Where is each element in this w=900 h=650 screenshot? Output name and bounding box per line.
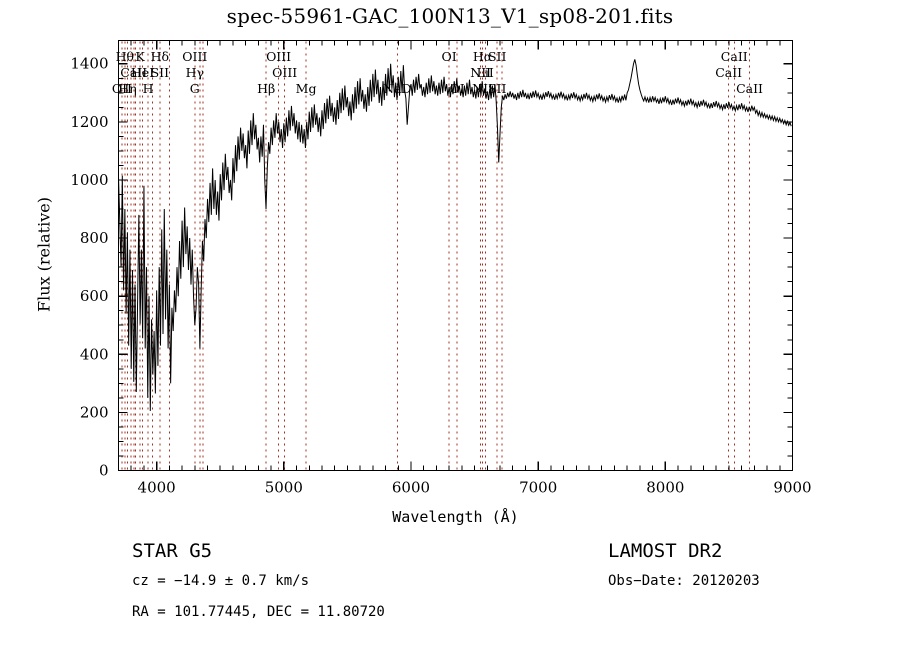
- spectral-line-label: CaII: [736, 81, 763, 96]
- spectral-line-label: CaII: [120, 65, 147, 80]
- spectral-line-label: Hδ: [151, 49, 169, 64]
- spectral-line-label: OIII: [182, 49, 207, 64]
- y-tick-label: 600: [80, 287, 109, 305]
- spectral-line-label: H: [143, 81, 154, 96]
- star-type-label: STAR G5: [132, 540, 213, 562]
- spectral-line-label: K: [135, 49, 145, 64]
- x-tick-label: 7000: [519, 479, 557, 497]
- x-tick-label: 9000: [773, 479, 811, 497]
- y-axis-title: Flux (relative): [34, 197, 54, 312]
- y-tick-label: 400: [80, 345, 109, 363]
- spectral-line-label: SII: [488, 81, 507, 96]
- spectral-line-label: OI: [442, 49, 457, 64]
- page-title: spec-55961-GAC_100N13_V1_sp08-201.fits: [226, 4, 674, 28]
- spectral-line-label: SII: [488, 49, 507, 64]
- y-tick-label: 200: [80, 403, 109, 421]
- spectral-line-label: LiI: [477, 65, 494, 80]
- spectral-line-label: NII: [472, 81, 493, 96]
- spectral-line-label: OI: [450, 81, 465, 96]
- spectral-line-label: Hγ: [186, 65, 204, 80]
- spectral-line-label: Hθ: [116, 49, 134, 64]
- spectral-line-label: OII: [112, 81, 132, 96]
- y-tick-label: 1400: [70, 55, 108, 73]
- spectral-line-label: NII: [470, 65, 491, 80]
- y-tick-label: 800: [80, 229, 109, 247]
- spectral-line-label: G: [190, 81, 200, 96]
- y-tick-label: 0: [99, 462, 109, 480]
- spectral-line-label: Mg: [296, 81, 317, 96]
- spectral-line-label: NaD: [383, 81, 411, 96]
- spectral-line-label: CaII: [715, 65, 742, 80]
- spectral-line-label: HeI: [131, 65, 154, 80]
- spectral-line-label: SII: [151, 65, 170, 80]
- spectral-line-label: OIII: [266, 49, 291, 64]
- plot-frame: [117, 39, 794, 472]
- observation-date-label: Obs−Date: 20120203: [608, 573, 760, 589]
- spectral-line-label: CaII: [721, 49, 748, 64]
- spectral-line-label: Hη: [118, 81, 136, 96]
- x-tick-label: 4000: [138, 479, 176, 497]
- y-tick-label: 1000: [70, 171, 108, 189]
- spectral-line-label: Hβ: [257, 81, 275, 96]
- radial-velocity-label: cz = −14.9 ± 0.7 km/s: [132, 573, 310, 589]
- x-axis-title: Wavelength (Å): [392, 508, 519, 526]
- spectral-line-label: Hα: [473, 49, 493, 64]
- coordinates-label: RA = 101.77445, DEC = 11.80720: [132, 604, 385, 620]
- survey-label: LAMOST DR2: [608, 540, 723, 562]
- y-tick-label: 1200: [70, 113, 108, 131]
- spectral-line-label: OIII: [272, 65, 297, 80]
- x-tick-label: 6000: [392, 479, 430, 497]
- spectrum-trace: [118, 59, 792, 411]
- x-tick-label: 8000: [646, 479, 684, 497]
- x-tick-label: 5000: [265, 479, 303, 497]
